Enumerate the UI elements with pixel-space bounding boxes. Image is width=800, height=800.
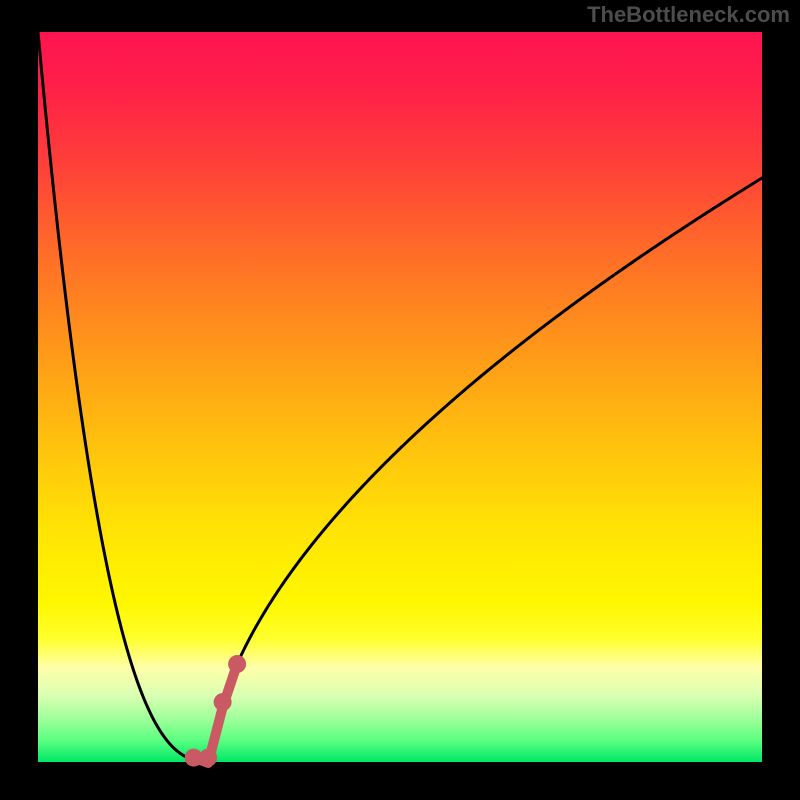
watermark-text: TheBottleneck.com	[587, 2, 790, 28]
chart-svg	[0, 0, 800, 800]
chart-container: { "meta": { "watermark_text": "TheBottle…	[0, 0, 800, 800]
marker-dot	[214, 693, 232, 711]
marker-dot	[228, 655, 246, 673]
plot-background-gradient	[38, 32, 762, 762]
marker-dot	[199, 749, 217, 767]
